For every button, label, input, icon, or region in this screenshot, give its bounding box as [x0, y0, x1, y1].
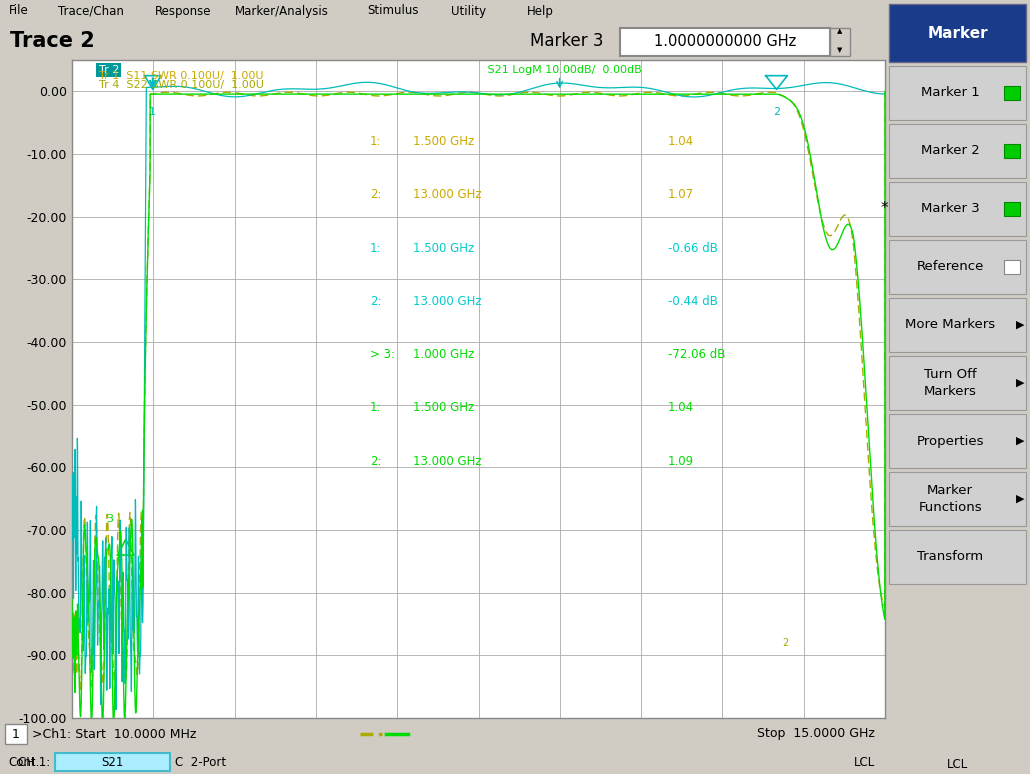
Bar — [889, 530, 1026, 584]
Text: More Markers: More Markers — [905, 318, 995, 331]
Text: 1.07: 1.07 — [668, 188, 694, 201]
Bar — [1004, 260, 1020, 274]
Text: 2: 2 — [772, 107, 780, 117]
Bar — [1004, 202, 1020, 216]
Text: 2:: 2: — [370, 295, 381, 308]
Text: ▶: ▶ — [1016, 320, 1024, 330]
Text: LCL: LCL — [947, 758, 968, 770]
Text: 2:: 2: — [370, 188, 381, 201]
Text: Stop  15.0000 GHz: Stop 15.0000 GHz — [757, 728, 876, 741]
Text: 13.000 GHz: 13.000 GHz — [413, 454, 482, 467]
Text: > 3:: > 3: — [370, 348, 394, 361]
Text: *: * — [881, 201, 888, 217]
Bar — [889, 414, 1026, 468]
Text: Response: Response — [154, 5, 211, 18]
Text: Marker 3: Marker 3 — [921, 203, 980, 215]
Bar — [55, 753, 170, 771]
Text: Marker: Marker — [927, 485, 973, 498]
Text: -0.66 dB: -0.66 dB — [668, 241, 718, 255]
Text: File: File — [9, 5, 29, 18]
Text: 1.000 GHz: 1.000 GHz — [413, 348, 475, 361]
Text: 1.04: 1.04 — [668, 135, 694, 148]
Text: C  2-Port: C 2-Port — [175, 755, 227, 769]
Text: 1.500 GHz: 1.500 GHz — [413, 241, 475, 255]
Text: 1.0000000000 GHz: 1.0000000000 GHz — [654, 33, 796, 49]
Bar — [889, 356, 1026, 410]
Text: Utility: Utility — [451, 5, 486, 18]
Text: 1.500 GHz: 1.500 GHz — [413, 401, 475, 414]
Text: 2: 2 — [782, 638, 788, 648]
Text: ▲: ▲ — [837, 29, 843, 35]
Text: 1:: 1: — [370, 135, 381, 148]
Bar — [620, 28, 830, 56]
Text: Reference: Reference — [917, 261, 984, 273]
Bar — [889, 66, 1026, 120]
Text: Markers: Markers — [924, 385, 976, 398]
Bar — [889, 240, 1026, 294]
Bar — [889, 4, 1026, 62]
Text: Turn Off: Turn Off — [924, 368, 976, 382]
Text: ▶: ▶ — [1016, 494, 1024, 504]
Text: Tr 4  S22 SWR 0.100U/  1.00U: Tr 4 S22 SWR 0.100U/ 1.00U — [99, 80, 264, 90]
Text: 2:: 2: — [370, 454, 381, 467]
Bar — [889, 472, 1026, 526]
Text: S21: S21 — [101, 755, 124, 769]
Text: 1:: 1: — [370, 401, 381, 414]
Text: 13.000 GHz: 13.000 GHz — [413, 295, 482, 308]
Text: Transform: Transform — [917, 550, 984, 563]
Text: Marker 1: Marker 1 — [921, 87, 980, 100]
Bar — [5, 724, 27, 744]
Text: -72.06 dB: -72.06 dB — [668, 348, 725, 361]
Text: Functions: Functions — [919, 501, 982, 514]
Text: -0.44 dB: -0.44 dB — [668, 295, 718, 308]
Text: Marker: Marker — [927, 26, 988, 40]
Text: Trace 2: Trace 2 — [10, 31, 95, 51]
Text: CH 1:: CH 1: — [18, 755, 50, 769]
Bar — [889, 182, 1026, 236]
Text: Marker/Analysis: Marker/Analysis — [235, 5, 329, 18]
Text: >Ch1: Start  10.0000 MHz: >Ch1: Start 10.0000 MHz — [32, 728, 197, 741]
Text: ▼: ▼ — [837, 47, 843, 53]
Text: 1: 1 — [149, 107, 157, 117]
Bar — [830, 28, 850, 56]
Text: Properties: Properties — [917, 434, 984, 447]
Text: 3: 3 — [106, 514, 113, 524]
Text: S21 LogM 10.00dB/  0.00dB: S21 LogM 10.00dB/ 0.00dB — [484, 65, 642, 75]
Bar — [1004, 86, 1020, 100]
Bar — [889, 298, 1026, 352]
Text: 1.500 GHz: 1.500 GHz — [413, 135, 475, 148]
Text: Marker 3: Marker 3 — [530, 32, 604, 50]
Text: Trace/Chan: Trace/Chan — [58, 5, 124, 18]
Text: ▶: ▶ — [1016, 378, 1024, 388]
Text: Cont.: Cont. — [8, 755, 39, 769]
Text: Tr 1  S11 SWR 0.100U/  1.00U: Tr 1 S11 SWR 0.100U/ 1.00U — [99, 71, 263, 81]
Text: 1.09: 1.09 — [668, 454, 694, 467]
Text: Marker 2: Marker 2 — [921, 145, 980, 157]
Text: Stimulus: Stimulus — [368, 5, 419, 18]
Text: LCL: LCL — [854, 755, 876, 769]
Text: Tr 2: Tr 2 — [99, 65, 118, 75]
Bar — [1004, 144, 1020, 158]
Bar — [889, 124, 1026, 178]
Text: 13.000 GHz: 13.000 GHz — [413, 188, 482, 201]
Text: Help: Help — [526, 5, 553, 18]
Text: 1.04: 1.04 — [668, 401, 694, 414]
Text: 1:: 1: — [370, 241, 381, 255]
Text: 1: 1 — [12, 728, 20, 741]
Text: ▶: ▶ — [1016, 436, 1024, 446]
